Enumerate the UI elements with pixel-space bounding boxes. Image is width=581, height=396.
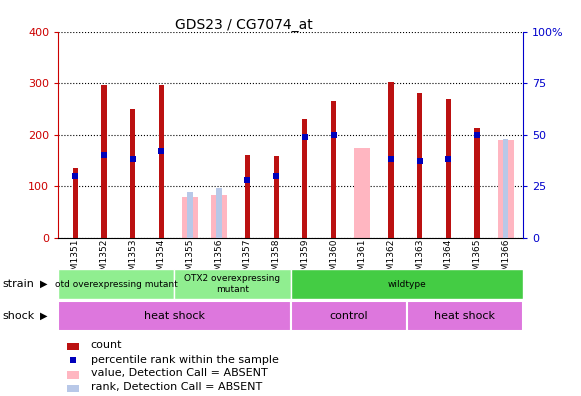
Text: percentile rank within the sample: percentile rank within the sample <box>91 354 278 365</box>
Bar <box>187 192 193 238</box>
Bar <box>274 156 279 238</box>
Text: shock: shock <box>3 311 35 321</box>
Text: value, Detection Call = ABSENT: value, Detection Call = ABSENT <box>91 368 267 378</box>
Bar <box>354 147 370 238</box>
Bar <box>159 85 164 238</box>
Bar <box>407 301 523 331</box>
Bar <box>211 195 227 238</box>
Text: GDS23 / CG7074_at: GDS23 / CG7074_at <box>175 18 313 32</box>
Bar <box>67 343 79 350</box>
Bar <box>290 269 523 299</box>
Bar <box>58 269 174 299</box>
Bar <box>417 93 422 238</box>
Text: ▶: ▶ <box>40 311 47 321</box>
Bar <box>503 139 508 238</box>
Text: OTX2 overexpressing
mutant: OTX2 overexpressing mutant <box>184 274 281 294</box>
Bar <box>58 301 290 331</box>
Bar <box>388 82 393 238</box>
Text: rank, Detection Call = ABSENT: rank, Detection Call = ABSENT <box>91 382 262 392</box>
Bar <box>290 301 407 331</box>
Bar <box>475 128 479 238</box>
Text: strain: strain <box>3 279 35 289</box>
Text: wildtype: wildtype <box>388 280 426 289</box>
Text: otd overexpressing mutant: otd overexpressing mutant <box>55 280 178 289</box>
Bar <box>174 269 290 299</box>
Bar <box>73 168 78 238</box>
Text: heat shock: heat shock <box>435 311 495 321</box>
Bar <box>67 385 79 392</box>
Bar <box>102 85 106 238</box>
Text: ▶: ▶ <box>40 279 47 289</box>
Text: control: control <box>329 311 368 321</box>
Text: heat shock: heat shock <box>144 311 205 321</box>
Bar <box>67 371 79 379</box>
Bar <box>182 198 198 238</box>
Bar <box>446 99 451 238</box>
Bar <box>498 140 514 238</box>
Bar <box>245 155 250 238</box>
Bar <box>130 109 135 238</box>
Text: count: count <box>91 340 122 350</box>
Bar <box>216 188 221 238</box>
Bar <box>331 101 336 238</box>
Bar <box>302 119 307 238</box>
